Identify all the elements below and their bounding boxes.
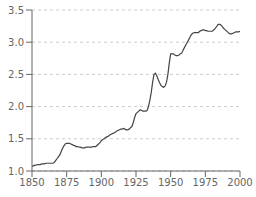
- svg-text:1975: 1975: [193, 177, 218, 188]
- svg-text:1850: 1850: [19, 177, 44, 188]
- svg-text:2.5: 2.5: [8, 69, 24, 80]
- svg-text:3.5: 3.5: [8, 5, 24, 16]
- svg-text:2000: 2000: [227, 177, 248, 188]
- svg-text:1950: 1950: [158, 177, 183, 188]
- svg-text:3.0: 3.0: [8, 37, 24, 48]
- svg-text:1.5: 1.5: [8, 133, 24, 144]
- svg-text:1900: 1900: [89, 177, 114, 188]
- svg-text:2.0: 2.0: [8, 101, 24, 112]
- svg-text:1.0: 1.0: [8, 166, 24, 177]
- svg-text:1875: 1875: [54, 177, 79, 188]
- svg-text:1925: 1925: [123, 177, 148, 188]
